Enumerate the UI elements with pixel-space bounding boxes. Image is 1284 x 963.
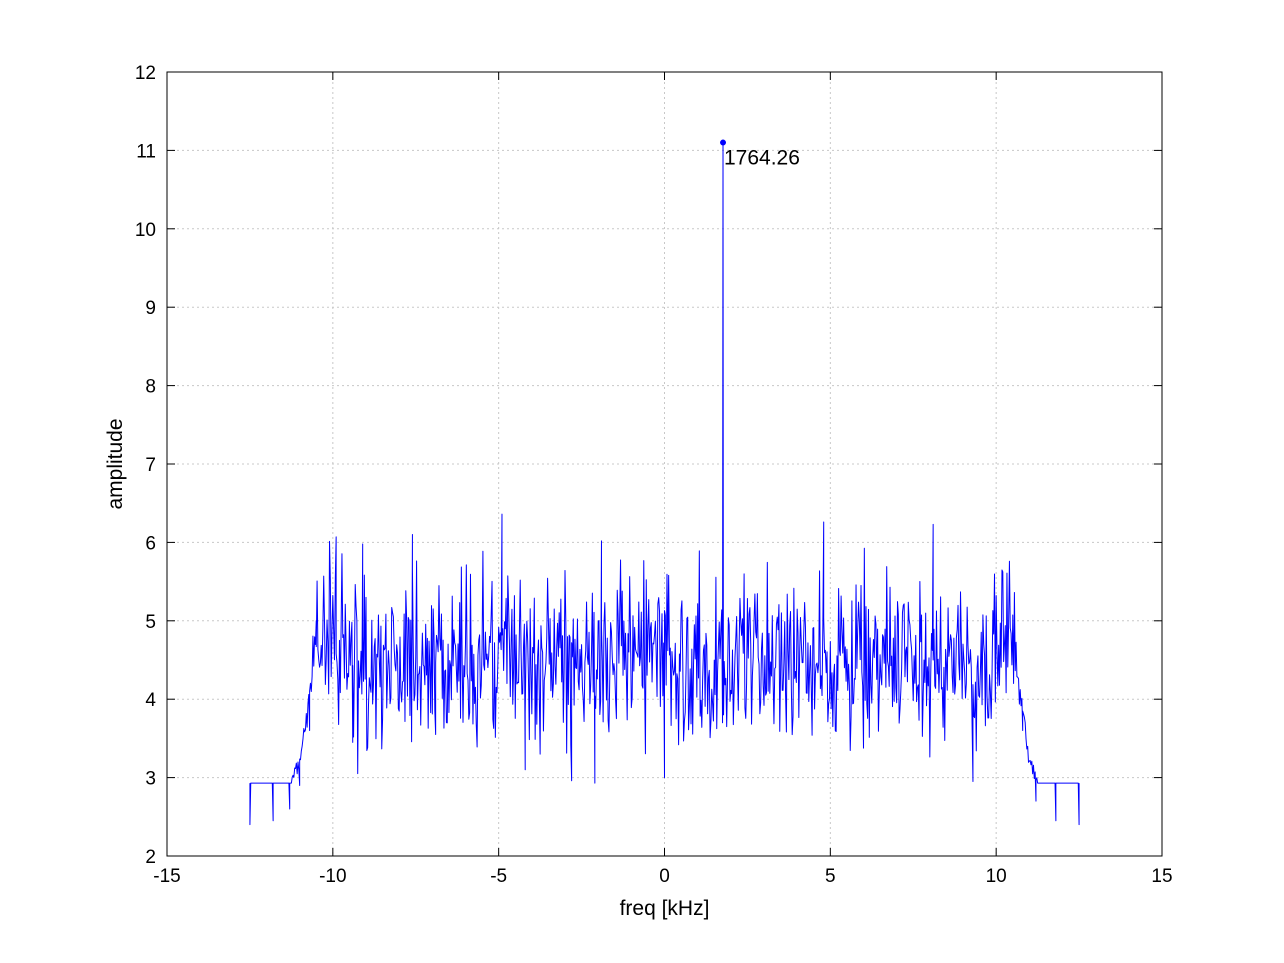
x-tick-label: 5 xyxy=(825,866,836,887)
x-axis-label: freq [kHz] xyxy=(620,897,710,920)
x-tick-label: -5 xyxy=(490,866,507,887)
peak-marker xyxy=(720,139,727,146)
peak-annotation-label: 1764.26 xyxy=(724,147,800,170)
y-tick-label: 12 xyxy=(135,63,156,84)
x-tick-label: 0 xyxy=(659,866,670,887)
y-axis-label: amplitude xyxy=(104,418,127,509)
y-tick-label: 8 xyxy=(145,377,156,398)
y-tick-label: 6 xyxy=(145,533,156,554)
series-layer xyxy=(249,142,1080,826)
y-tick-label: 9 xyxy=(145,298,156,319)
y-tick-label: 10 xyxy=(135,220,156,241)
tick-labels: -15 -10 -5 0 5 10 15 2 3 4 5 6 7 8 9 10 11 12 xyxy=(135,63,1173,887)
y-tick-label: 3 xyxy=(145,769,156,790)
y-tick-label: 5 xyxy=(145,612,156,633)
spectrum-line xyxy=(249,142,1080,826)
x-tick-label: -10 xyxy=(319,866,346,887)
x-tick-label: 10 xyxy=(986,866,1007,887)
y-tick-label: 2 xyxy=(145,847,156,868)
x-tick-label: 15 xyxy=(1151,866,1172,887)
x-tick-label: -15 xyxy=(153,866,180,887)
y-tick-label: 7 xyxy=(145,455,156,476)
y-tick-label: 11 xyxy=(136,141,156,162)
grid xyxy=(167,72,1162,856)
axis-ticks xyxy=(166,71,1163,857)
annotations: 1764.26 xyxy=(720,139,800,170)
y-tick-label: 4 xyxy=(145,690,156,711)
